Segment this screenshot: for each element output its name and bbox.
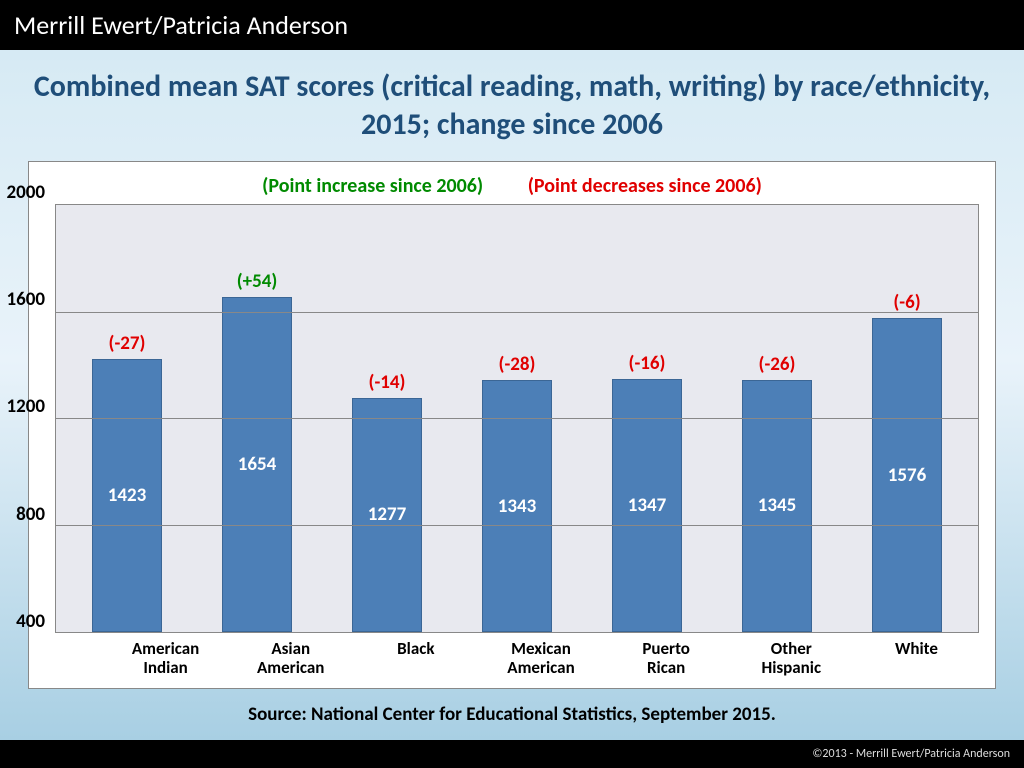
x-tick: White (854, 639, 979, 678)
footer-bar: ©2013 - Merrill Ewert/Patricia Anderson (0, 740, 1024, 768)
bar: 1654 (222, 297, 292, 632)
x-axis: American IndianAsian AmericanBlackMexica… (45, 633, 979, 678)
gridline (56, 312, 978, 313)
x-tick: Black (353, 639, 478, 678)
x-tick: Puerto Rican (604, 639, 729, 678)
change-label: (-26) (712, 353, 842, 376)
legend: (Point increase since 2006) (Point decre… (45, 174, 979, 198)
change-label: (-16) (582, 352, 712, 375)
source-text: Source: National Center for Educational … (28, 703, 996, 726)
footer-copyright: ©2013 - Merrill Ewert/Patricia Anderson (812, 747, 1010, 761)
plot: 200016001200800400 (-27) 1423 (+54) 1654 (-1… (45, 204, 979, 633)
bar: 1277 (352, 398, 422, 632)
bar: 1347 (612, 379, 682, 632)
legend-increase: (Point increase since 2006) (262, 174, 483, 198)
chart-container: (Point increase since 2006) (Point decre… (28, 161, 996, 689)
change-label: (-28) (452, 353, 582, 376)
slide-title: Combined mean SAT scores (critical readi… (28, 68, 996, 143)
header-title: Merrill Ewert/Patricia Anderson (14, 9, 348, 41)
bar-value: 1576 (888, 464, 927, 487)
gridline (56, 525, 978, 526)
x-tick: Other Hispanic (729, 639, 854, 678)
change-label: (-6) (842, 291, 972, 314)
x-tick: American Indian (103, 639, 228, 678)
bar-value: 1343 (498, 495, 537, 518)
change-label: (-14) (322, 371, 452, 394)
y-axis: 200016001200800400 (45, 204, 55, 633)
change-label: (+54) (192, 270, 322, 293)
header-bar: Merrill Ewert/Patricia Anderson (0, 0, 1024, 50)
x-tick: Asian American (228, 639, 353, 678)
plot-area: (-27) 1423 (+54) 1654 (-14) 1277 (-28) 1343 (-16… (55, 204, 979, 633)
bar-value: 1654 (238, 453, 277, 476)
gridline (56, 418, 978, 419)
bar-value: 1277 (368, 503, 407, 526)
slide-body: Combined mean SAT scores (critical readi… (0, 50, 1024, 740)
bar-value: 1423 (108, 484, 147, 507)
bar-value: 1347 (628, 494, 667, 517)
bar: 1423 (92, 359, 162, 632)
bar: 1576 (872, 318, 942, 632)
legend-decrease: (Point decreases since 2006) (528, 174, 762, 198)
change-label: (-27) (62, 332, 192, 355)
bar-value: 1345 (758, 494, 797, 517)
x-tick: Mexican American (478, 639, 603, 678)
